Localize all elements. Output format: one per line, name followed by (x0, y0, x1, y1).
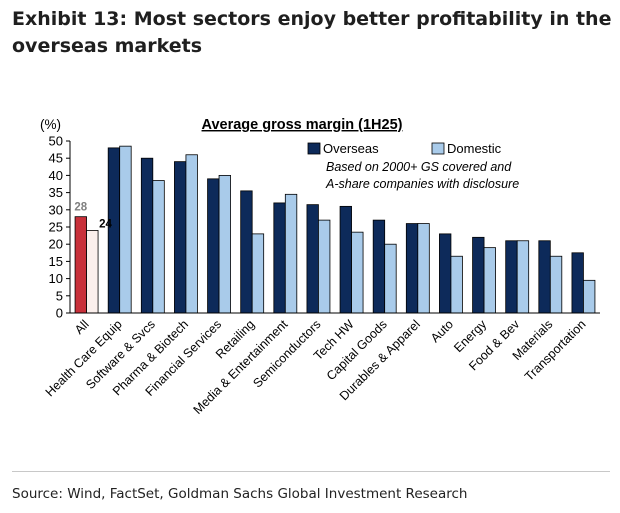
y-tick-label: 10 (49, 271, 63, 286)
bar-overseas (405, 223, 419, 314)
bar-domestic (251, 233, 265, 314)
source-note: Source: Wind, FactSet, Goldman Sachs Glo… (12, 486, 468, 502)
bar-domestic (86, 230, 99, 314)
y-tick-label: 25 (49, 220, 63, 235)
legend-label-overseas: Overseas (323, 141, 379, 156)
y-tick-label: 45 (49, 151, 63, 166)
bar-overseas (472, 236, 485, 314)
bar-overseas (140, 157, 154, 314)
y-axis-unit: (%) (40, 117, 61, 132)
x-tick-label: All (72, 317, 92, 337)
bar-domestic (218, 174, 231, 314)
bar-overseas (339, 205, 352, 314)
legend-swatch-domestic (431, 142, 445, 155)
bar-domestic (516, 240, 530, 314)
bar-overseas (538, 240, 551, 314)
bar-domestic (318, 219, 331, 314)
bar-domestic (119, 145, 132, 314)
bar-overseas (571, 252, 584, 314)
bar-domestic (351, 231, 364, 314)
bar-overseas (505, 240, 518, 314)
bar-domestic (549, 255, 563, 314)
data-label-overseas: 28 (74, 202, 87, 214)
y-tick-label: 40 (49, 168, 63, 183)
bar-domestic (450, 255, 463, 314)
legend: Overseas Domestic (307, 141, 502, 156)
bar-domestic (152, 180, 165, 314)
x-tick-label: Auto (428, 317, 456, 345)
bar-overseas (306, 204, 319, 314)
chart-annotation: Based on 2000+ GS covered and A-share co… (325, 160, 519, 191)
bar-overseas (207, 178, 220, 314)
y-tick-label: 35 (49, 185, 63, 200)
footer-divider (12, 471, 610, 472)
bar-domestic (284, 193, 298, 314)
bar-overseas (439, 233, 452, 314)
y-tick-label: 5 (56, 288, 63, 303)
bar-overseas (74, 216, 87, 314)
exhibit-title: Exhibit 13: Most sectors enjoy better pr… (12, 8, 612, 57)
bar-domestic (185, 154, 198, 314)
bar-overseas (240, 190, 253, 314)
data-label-domestic: 24 (99, 218, 112, 230)
chart-title: Average gross margin (1H25) (202, 117, 403, 133)
y-tick-label: 15 (49, 254, 63, 269)
bar-overseas (174, 161, 187, 314)
bar-overseas (273, 202, 286, 314)
y-tick-label: 0 (56, 306, 63, 321)
y-tick-label: 20 (49, 237, 63, 252)
bar-overseas (372, 219, 386, 314)
y-axis-ticks: 0 5 10 15 20 25 30 35 40 45 50 (49, 134, 70, 321)
legend-label-domestic: Domestic (447, 141, 502, 156)
y-tick-label: 30 (49, 202, 63, 217)
legend-swatch-overseas (307, 142, 321, 155)
y-tick-label: 50 (49, 134, 63, 149)
bar-domestic (417, 223, 430, 314)
bar-domestic (483, 247, 496, 314)
bar-domestic (384, 243, 397, 314)
bar-domestic (583, 279, 596, 314)
